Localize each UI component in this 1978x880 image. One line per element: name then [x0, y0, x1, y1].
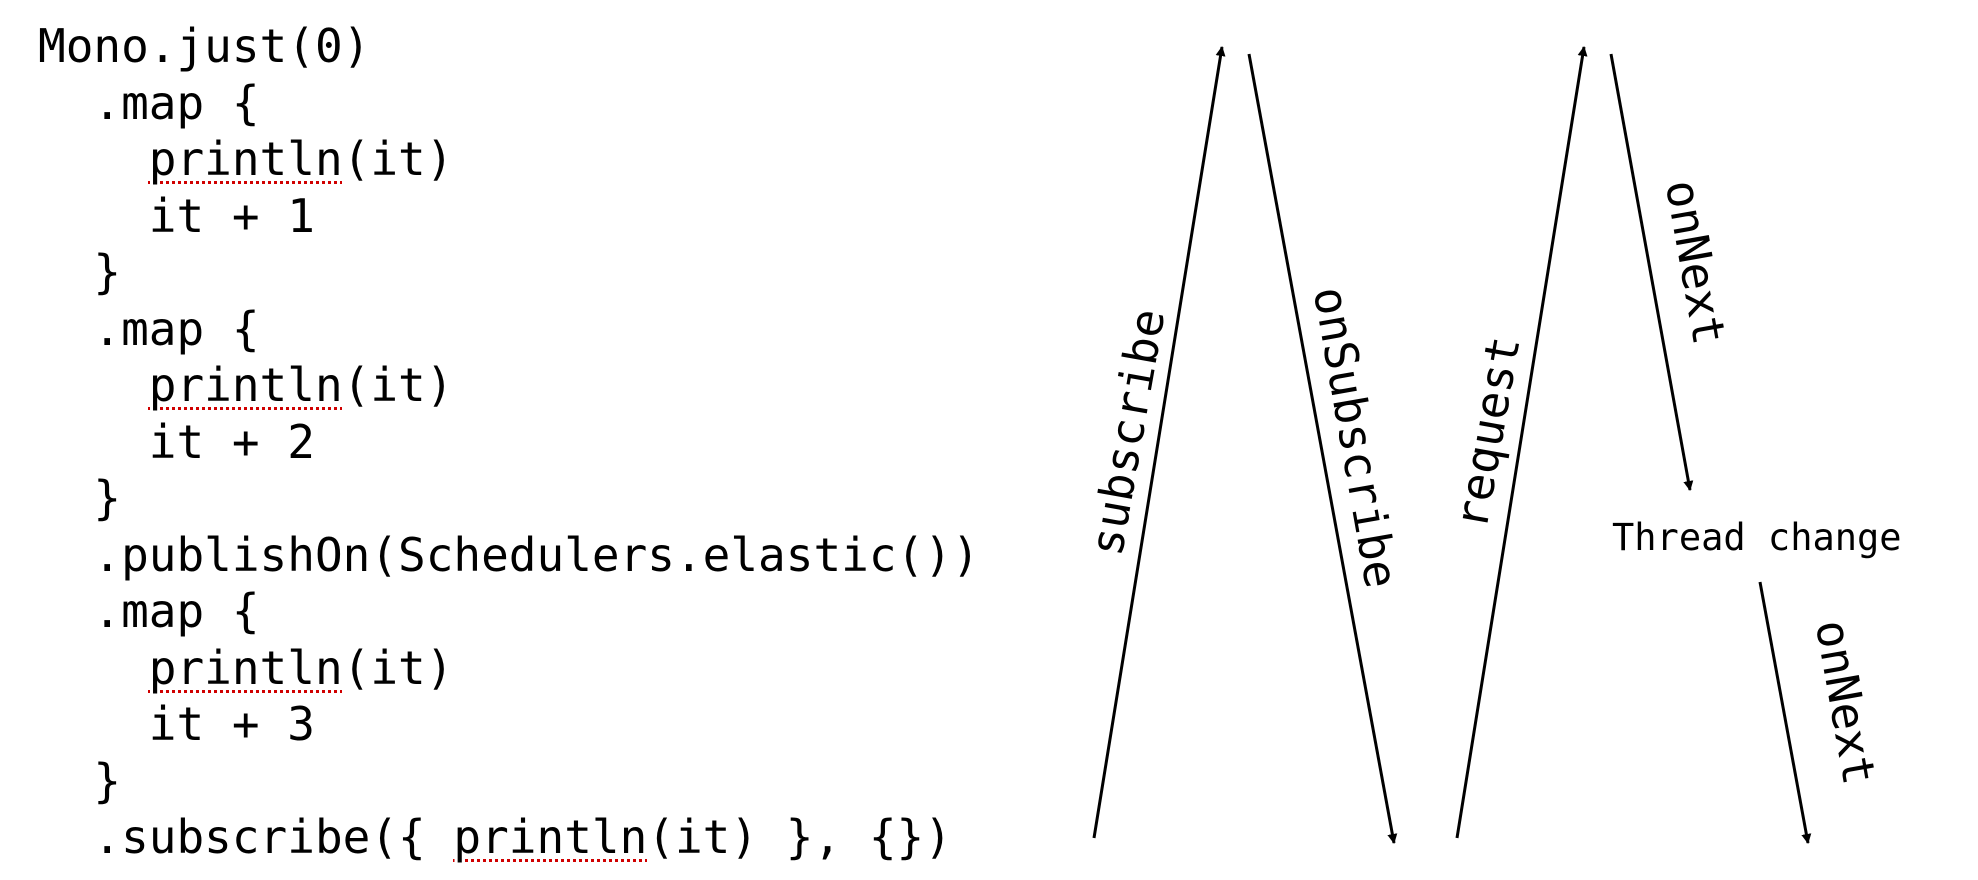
code-line: it + 1 [38, 188, 980, 245]
code-line: it + 2 [38, 414, 980, 471]
code-text: (it) [342, 358, 454, 412]
code-function-name: println [148, 132, 343, 186]
code-function-name: println [453, 810, 648, 864]
code-text: .map { [93, 301, 260, 356]
code-text: (it) }, {}) [647, 810, 952, 864]
code-text: } [93, 471, 122, 525]
code-line: } [38, 753, 980, 810]
code-listing: Mono.just(0) .map { println(it) it + 1 }… [38, 18, 980, 866]
code-line: .subscribe({ println(it) }, {}) [38, 809, 980, 866]
code-text: it + 1 [148, 188, 315, 243]
on-next-arrow-before [1609, 53, 1694, 491]
on-next-arrow-after [1758, 581, 1812, 844]
code-text: .map { [93, 75, 260, 130]
code-function-name: println [148, 358, 343, 412]
on-next-label-after: onNext [1805, 616, 1887, 789]
code-text: } [93, 753, 122, 808]
code-line: .map { [38, 75, 980, 132]
code-line: Mono.just(0) [38, 18, 980, 75]
code-text: } [93, 245, 122, 299]
on-next-label-before: onNext [1655, 176, 1737, 349]
code-function-name: println [148, 640, 343, 695]
code-text: .publishOn(Schedulers.elastic()) [93, 527, 980, 582]
code-line: println(it) [38, 640, 980, 697]
code-line: println(it) [38, 357, 980, 414]
code-text: .map { [93, 584, 260, 638]
code-line: println(it) [38, 131, 980, 188]
code-line: .publishOn(Schedulers.elastic()) [38, 527, 980, 584]
code-line: } [38, 244, 980, 301]
code-line: it + 3 [38, 696, 980, 753]
code-line: .map { [38, 301, 980, 358]
on-subscribe-arrow [1247, 53, 1398, 844]
subscribe-arrow [1092, 46, 1226, 839]
code-text: .subscribe({ [93, 810, 454, 864]
code-text: (it) [342, 640, 454, 695]
request-label: request [1444, 332, 1531, 532]
code-text: Mono.just(0) [38, 19, 371, 73]
code-text: it + 3 [148, 697, 315, 751]
code-text: it + 2 [148, 414, 315, 469]
code-line: } [38, 470, 980, 527]
request-arrow [1455, 46, 1588, 839]
thread-change-label: Thread change [1612, 516, 1902, 559]
code-line: .map { [38, 583, 980, 640]
code-text: (it) [342, 132, 454, 186]
